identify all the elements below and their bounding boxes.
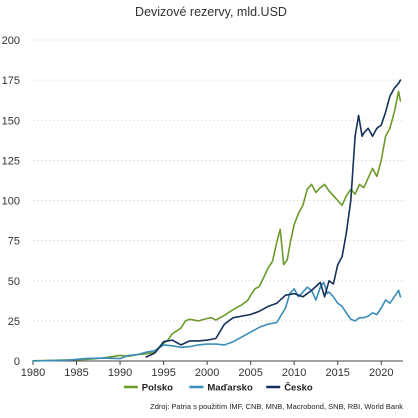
series-line-polsko <box>32 90 402 362</box>
y-tick-label: 125 <box>2 155 20 167</box>
x-tick-label: 1990 <box>108 367 132 379</box>
legend: Polsko Maďarsko Česko <box>123 382 313 394</box>
source-note: Zdroj: Patria s použitím IMF, CNB, MNB, … <box>150 402 403 411</box>
y-tick-label: 0 <box>14 356 20 368</box>
x-tick-label: 2005 <box>238 367 262 379</box>
x-tick-label: 2000 <box>195 367 219 379</box>
axes: 0 25 50 75 100 125 150 175 200 1980 1985 1990 1995 20… <box>2 35 403 379</box>
legend-label-cesko: Česko <box>284 382 313 394</box>
y-tick-label: 200 <box>2 35 20 47</box>
legend-label-polsko: Polsko <box>142 383 173 394</box>
y-tick-label: 50 <box>8 276 20 288</box>
series-line-madarsko <box>32 281 402 362</box>
y-tick-label: 25 <box>8 316 20 328</box>
y-tick-label: 75 <box>8 236 20 248</box>
y-tick-label: 100 <box>2 196 20 208</box>
legend-label-madarsko: Maďarsko <box>207 383 253 394</box>
gridlines <box>33 39 403 322</box>
y-tick-label: 150 <box>2 115 20 127</box>
x-tick-label: 2010 <box>282 367 306 379</box>
x-tick-label: 1980 <box>21 367 45 379</box>
x-tick-label: 2015 <box>325 367 349 379</box>
series-lines <box>32 79 402 362</box>
y-tick-label: 175 <box>2 75 20 87</box>
x-tick-label: 2020 <box>369 367 393 379</box>
x-tick-label: 1985 <box>64 367 88 379</box>
x-tick-label: 1995 <box>151 367 175 379</box>
chart-title: Devizové rezervy, mld.USD <box>135 5 287 19</box>
series-line-cesko <box>145 79 402 358</box>
